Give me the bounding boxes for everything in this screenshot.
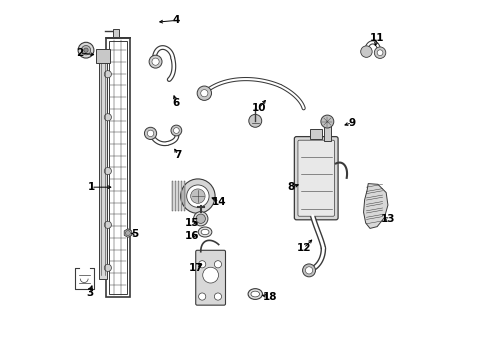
Bar [96, 49, 110, 63]
Text: 17: 17 [188, 263, 203, 273]
Bar [106, 39, 129, 297]
Circle shape [302, 264, 315, 277]
Circle shape [373, 47, 385, 58]
Circle shape [180, 179, 215, 213]
Bar [113, 30, 119, 37]
Circle shape [214, 261, 221, 268]
Text: 4: 4 [172, 15, 180, 26]
Circle shape [198, 293, 205, 300]
Bar [171, 181, 173, 211]
Circle shape [198, 261, 205, 268]
Text: 9: 9 [348, 118, 355, 128]
Circle shape [83, 48, 88, 52]
Bar [109, 41, 126, 294]
Text: 18: 18 [262, 292, 276, 302]
Text: 16: 16 [185, 231, 199, 240]
Circle shape [193, 212, 207, 226]
Text: 13: 13 [380, 215, 394, 224]
Circle shape [305, 267, 312, 274]
Circle shape [152, 58, 159, 65]
Text: 10: 10 [251, 103, 265, 113]
Text: 8: 8 [287, 182, 294, 192]
Ellipse shape [247, 289, 262, 300]
Ellipse shape [198, 227, 211, 237]
Circle shape [147, 130, 153, 136]
Circle shape [149, 55, 162, 68]
Circle shape [104, 221, 111, 228]
Text: 5: 5 [131, 229, 139, 239]
Bar [180, 181, 182, 211]
Bar [99, 56, 107, 279]
Circle shape [144, 127, 156, 139]
Circle shape [186, 185, 209, 207]
Text: 11: 11 [369, 33, 384, 43]
Circle shape [125, 230, 130, 235]
Circle shape [360, 46, 371, 57]
Text: 12: 12 [296, 243, 310, 253]
Bar [310, 129, 322, 139]
Circle shape [81, 45, 90, 55]
Circle shape [104, 114, 111, 121]
Text: 1: 1 [87, 182, 95, 192]
FancyBboxPatch shape [195, 250, 225, 305]
Bar [177, 181, 179, 211]
Circle shape [197, 86, 211, 100]
Circle shape [201, 90, 207, 97]
Text: 7: 7 [174, 150, 182, 160]
Circle shape [190, 189, 204, 203]
Circle shape [171, 125, 182, 136]
Polygon shape [363, 184, 387, 228]
FancyBboxPatch shape [294, 136, 337, 220]
Circle shape [104, 71, 111, 78]
Text: 3: 3 [86, 288, 93, 298]
Bar [174, 181, 176, 211]
Circle shape [196, 214, 205, 224]
Circle shape [320, 115, 333, 128]
Bar [324, 125, 330, 140]
Text: 14: 14 [212, 197, 226, 207]
Ellipse shape [201, 229, 208, 235]
Circle shape [104, 167, 111, 175]
Ellipse shape [250, 291, 259, 297]
Circle shape [376, 50, 382, 55]
Circle shape [78, 42, 94, 58]
Circle shape [214, 293, 221, 300]
FancyBboxPatch shape [297, 140, 334, 216]
Circle shape [173, 128, 179, 134]
Text: 2: 2 [76, 48, 83, 58]
Circle shape [248, 114, 261, 127]
Polygon shape [124, 229, 131, 237]
Circle shape [203, 267, 218, 283]
Circle shape [104, 264, 111, 271]
Text: 6: 6 [172, 98, 180, 108]
Text: 15: 15 [185, 218, 199, 228]
Bar [183, 181, 184, 211]
